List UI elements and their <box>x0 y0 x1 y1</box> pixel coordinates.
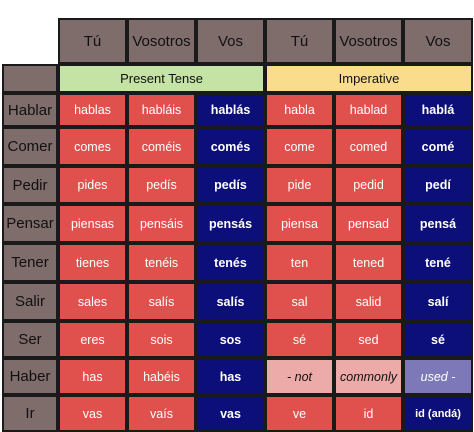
present-form-cell: tienes <box>58 243 127 282</box>
imperative-form-cell: ten <box>265 243 334 282</box>
imperative-form-cell: sal <box>265 282 334 321</box>
imperative-form-cell: hablá <box>403 93 473 127</box>
imperative-form-cell: tené <box>403 243 473 282</box>
imperative-form-cell: salid <box>334 282 403 321</box>
verb-row-header: Ser <box>2 321 58 358</box>
present-form-cell: habéis <box>127 358 196 395</box>
imperative-form-cell: habla <box>265 93 334 127</box>
imperative-form-cell: come <box>265 127 334 166</box>
column-header: Vosotros <box>334 18 403 64</box>
verb-row-header: Tener <box>2 243 58 282</box>
imperative-form-cell: id (andá) <box>403 395 473 432</box>
imperative-form-cell: commonly <box>334 358 403 395</box>
present-form-cell: pensás <box>196 204 265 243</box>
present-form-cell: vas <box>196 395 265 432</box>
imperative-form-cell: sé <box>265 321 334 358</box>
present-form-cell: coméis <box>127 127 196 166</box>
present-form-cell: sois <box>127 321 196 358</box>
verb-row-header: Haber <box>2 358 58 395</box>
verb-row-header: Comer <box>2 127 58 166</box>
imperative-form-cell: - not <box>265 358 334 395</box>
imperative-form-cell: comé <box>403 127 473 166</box>
imperative-form-cell: pensá <box>403 204 473 243</box>
column-header: Vosotros <box>127 18 196 64</box>
imperative-form-cell: pensad <box>334 204 403 243</box>
verb-row-header: Salir <box>2 282 58 321</box>
present-form-cell: has <box>58 358 127 395</box>
present-form-cell: pedís <box>196 166 265 204</box>
present-form-cell: salís <box>196 282 265 321</box>
present-form-cell: vaís <box>127 395 196 432</box>
present-form-cell: comes <box>58 127 127 166</box>
imperative-form-cell: used - <box>403 358 473 395</box>
present-form-cell: vas <box>58 395 127 432</box>
present-form-cell: has <box>196 358 265 395</box>
column-header: Tú <box>58 18 127 64</box>
present-tense-header: Present Tense <box>58 64 265 93</box>
imperative-form-cell: hablad <box>334 93 403 127</box>
imperative-form-cell: piensa <box>265 204 334 243</box>
present-form-cell: hablás <box>196 93 265 127</box>
imperative-form-cell: pedí <box>403 166 473 204</box>
imperative-form-cell: salí <box>403 282 473 321</box>
column-header: Vos <box>196 18 265 64</box>
present-form-cell: sales <box>58 282 127 321</box>
imperative-form-cell: pide <box>265 166 334 204</box>
imperative-form-cell: pedid <box>334 166 403 204</box>
present-form-cell: eres <box>58 321 127 358</box>
present-form-cell: salís <box>127 282 196 321</box>
present-form-cell: pensáis <box>127 204 196 243</box>
imperative-form-cell: ve <box>265 395 334 432</box>
imperative-header: Imperative <box>265 64 473 93</box>
imperative-form-cell: sed <box>334 321 403 358</box>
verb-row-header: Hablar <box>2 93 58 127</box>
verb-row-header: Pedir <box>2 166 58 204</box>
imperative-form-cell: comed <box>334 127 403 166</box>
present-form-cell: pides <box>58 166 127 204</box>
present-form-cell: habláis <box>127 93 196 127</box>
verb-row-header: Pensar <box>2 204 58 243</box>
imperative-form-cell: id <box>334 395 403 432</box>
imperative-form-cell: tened <box>334 243 403 282</box>
column-header: Vos <box>403 18 473 64</box>
imperative-form-cell: sé <box>403 321 473 358</box>
row-header-corner <box>2 64 58 93</box>
present-form-cell: sos <box>196 321 265 358</box>
column-header: Tú <box>265 18 334 64</box>
present-form-cell: piensas <box>58 204 127 243</box>
present-form-cell: hablas <box>58 93 127 127</box>
present-form-cell: pedís <box>127 166 196 204</box>
present-form-cell: tenés <box>196 243 265 282</box>
present-form-cell: comés <box>196 127 265 166</box>
present-form-cell: tenéis <box>127 243 196 282</box>
verb-row-header: Ir <box>2 395 58 432</box>
